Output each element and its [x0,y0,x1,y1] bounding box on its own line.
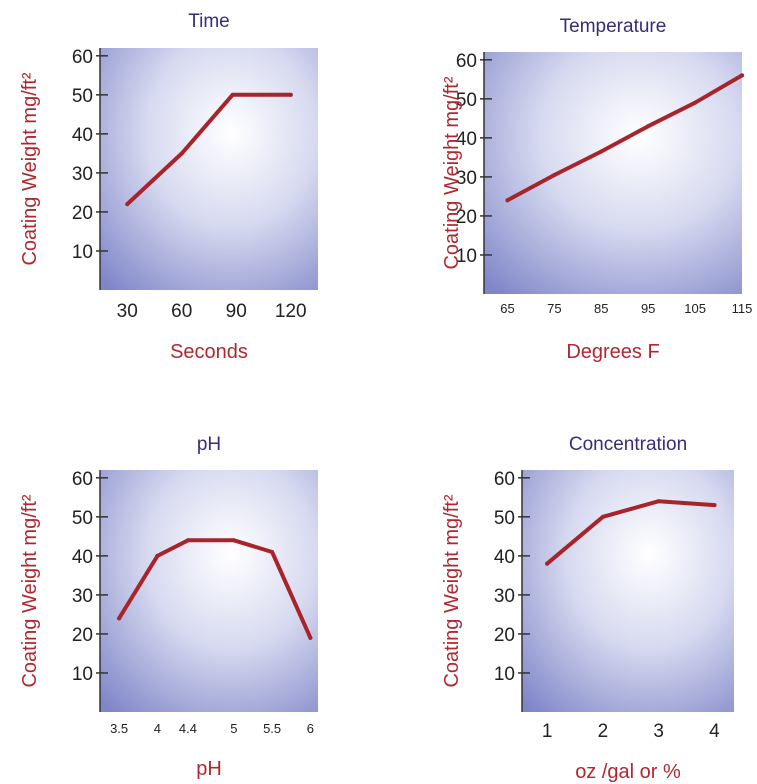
y-axis-label: Coating Weight mg/ft² [19,72,41,265]
chart-title: Concentration [569,434,687,455]
y-tick-label: 50 [72,508,93,529]
data-point [155,553,160,558]
x-tick-label: 120 [275,301,307,322]
y-tick-label: 10 [72,664,93,685]
x-tick-label: 30 [117,301,138,322]
y-tick-label: 60 [456,51,477,72]
data-point [288,92,293,97]
data-point [646,124,651,129]
data-point [185,538,190,543]
data-point [505,198,510,203]
y-axis-label: Coating Weight mg/ft² [19,494,41,687]
chart-panel-2: Temperature 10 20 30 40 50 60 65 75 85 95 105 115 Deg… [441,16,752,363]
x-tick-label: 1 [542,721,553,742]
y-tick-label: 30 [494,586,515,607]
y-tick-label: 40 [72,125,93,146]
chart-panel-3: pH 10 20 30 40 50 60 3.5 4 4.4 5 5.5 6 pH Coating Weig… [19,434,318,780]
plot-area [484,52,742,294]
data-point [600,514,605,519]
x-axis-label: pH [196,758,222,780]
y-tick-label: 30 [72,586,93,607]
y-tick-label: 60 [72,47,93,68]
data-point [599,149,604,154]
plot-area [522,470,734,712]
x-tick-label: 115 [732,301,753,316]
x-tick-label: 60 [171,301,192,322]
y-tick-label: 40 [456,129,477,150]
y-tick-label: 60 [494,469,515,490]
plot-area [100,470,318,712]
plot-area [100,48,318,290]
data-point [740,73,744,78]
x-axis-label: Seconds [170,341,248,363]
data-point [117,616,122,621]
x-axis-label: Degrees F [566,341,659,363]
data-point [545,561,550,566]
chart-panel-4: Concentration 10 20 30 40 50 60 1 2 3 4 oz /gal or … [441,434,734,783]
x-tick-label: 3.5 [110,721,128,736]
data-point [270,549,275,554]
y-tick-label: 10 [456,246,477,267]
y-tick-label: 30 [72,164,93,185]
x-tick-label: 6 [307,721,314,736]
y-tick-label: 20 [72,203,93,224]
y-tick-label: 20 [494,625,515,646]
x-tick-label: 4 [709,721,720,742]
chart-title: pH [197,434,221,455]
x-tick-label: 4 [154,721,161,736]
series-line [505,73,744,203]
y-tick-label: 50 [494,508,515,529]
x-tick-label: 2 [598,721,609,742]
data-point [230,92,235,97]
y-tick-label: 30 [456,168,477,189]
y-tick-label: 50 [72,86,93,107]
x-tick-label: 5.5 [263,721,281,736]
y-tick-label: 10 [494,664,515,685]
series-line [125,92,293,207]
y-tick-label: 40 [494,547,515,568]
y-axis-label: Coating Weight mg/ft² [441,494,463,687]
chart-panel-1: Time 10 20 30 40 50 60 30 60 90 120 Seconds Coating … [19,11,318,363]
y-tick-label: 20 [456,207,477,228]
x-tick-label: 5 [230,721,237,736]
x-tick-label: 4.4 [179,721,197,736]
data-point [308,635,313,640]
data-point [179,151,184,156]
y-axis-label: Coating Weight mg/ft² [441,76,463,269]
y-tick-label: 60 [72,469,93,490]
x-tick-label: 3 [653,721,664,742]
chart-title: Temperature [560,16,667,37]
data-point [693,100,698,105]
series-line [545,499,717,566]
data-point [125,202,130,207]
data-point [552,172,557,177]
x-tick-label: 85 [594,301,608,316]
x-tick-label: 95 [641,301,655,316]
series-line [117,538,313,640]
x-tick-label: 105 [684,301,706,316]
x-tick-label: 90 [226,301,247,322]
y-tick-label: 10 [72,242,93,263]
y-tick-label: 40 [72,547,93,568]
chart-title: Time [188,11,230,32]
y-tick-label: 50 [456,90,477,111]
x-tick-label: 75 [547,301,561,316]
x-axis-label: oz /gal or % [575,761,681,783]
data-point [231,538,236,543]
data-point [656,499,661,504]
data-point [712,503,717,508]
x-tick-label: 65 [500,301,514,316]
y-tick-label: 20 [72,625,93,646]
